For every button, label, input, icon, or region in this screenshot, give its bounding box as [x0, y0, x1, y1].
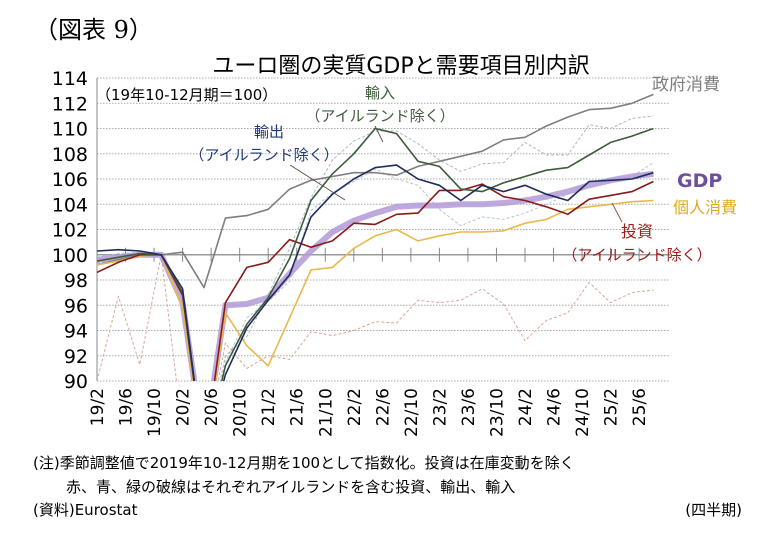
- y-tick-label: 106: [52, 169, 88, 191]
- x-tick-label: 19/10: [145, 388, 165, 437]
- y-tick-label: 114: [52, 68, 88, 90]
- x-tick-label: 24/10: [573, 388, 593, 437]
- series-line-exp: [97, 164, 654, 381]
- x-tick-label: 21/6: [288, 388, 308, 426]
- y-tick-label: 90: [64, 371, 88, 393]
- note-line-1: (注)季節調整値で2019年10-12月期を100として指数化。投資は在庫変動を…: [33, 454, 575, 472]
- annotation-gov-consumption: 政府消費: [652, 75, 720, 95]
- note-line-2: 赤、青、緑の破線はそれぞれアイルランドを含む投資、輸出、輸入: [66, 478, 516, 496]
- y-tick-label: 100: [52, 245, 88, 267]
- x-tick-label: 23/10: [487, 388, 507, 437]
- x-tick-label: 24/6: [545, 388, 565, 426]
- x-tick-label: 22/2: [345, 388, 365, 426]
- annotation-investment-subtitle: （アイルランド除く）: [562, 246, 711, 264]
- y-tick-label: 108: [52, 144, 88, 166]
- annotation-imports-title: 輸入: [365, 84, 395, 102]
- x-tick-label: 22/6: [373, 388, 393, 426]
- annotation-investment-title: 投資: [621, 222, 653, 241]
- x-tick-label: 20/6: [202, 388, 222, 426]
- y-tick-label: 94: [64, 321, 88, 343]
- chart-subtitle: （19年10-12月期＝100）: [96, 86, 277, 104]
- exports-pointer-arrow: [289, 164, 346, 201]
- figure-label: （図表 9）: [34, 16, 153, 44]
- investment-pointer-arrow: [611, 202, 623, 223]
- x-tick-label: 20/10: [231, 388, 251, 437]
- x-tick-label: 20/2: [174, 388, 194, 426]
- series-line-exp_ie: [97, 162, 654, 381]
- x-tick-label: 22/10: [402, 388, 422, 437]
- annotation-gdp: GDP: [677, 170, 722, 192]
- x-axis-ticks: 19/2 19/6 19/10 20/2 20/6 20/10 21/2 21/6 21/10 2…: [88, 247, 650, 437]
- x-tick-label: 23/6: [459, 388, 479, 426]
- series-line-gov: [97, 93, 654, 289]
- annotation-exports-title: 輸出: [254, 123, 284, 141]
- x-tick-label: 25/6: [630, 388, 650, 426]
- y-tick-label: 112: [52, 93, 88, 115]
- series-line-pc: [97, 199, 654, 381]
- y-tick-label: 92: [64, 346, 88, 368]
- y-tick-label: 98: [64, 270, 88, 292]
- x-tick-label: 24/2: [516, 388, 536, 426]
- x-tick-label: 19/2: [88, 388, 108, 426]
- annotation-imports-subtitle: （アイルランド除く）: [305, 107, 454, 125]
- chart-title: ユーロ圏の実質GDPと需要項目別内訳: [212, 54, 590, 79]
- x-tick-label: 19/6: [117, 388, 137, 426]
- x-tick-label: 25/2: [602, 388, 622, 426]
- series-lines: [97, 93, 654, 381]
- series-line-inv_ie: [97, 254, 654, 381]
- y-tick-label: 102: [52, 220, 88, 242]
- y-tick-label: 110: [52, 119, 88, 141]
- x-tick-label: 21/10: [316, 388, 336, 437]
- x-tick-label: 23/2: [430, 388, 450, 426]
- grid: [96, 77, 670, 382]
- x-unit-label: (四半期): [685, 501, 742, 519]
- x-tick-label: 21/2: [259, 388, 279, 426]
- annotation-private-consumption: 個人消費: [673, 198, 737, 217]
- annotation-exports-subtitle: （アイルランド除く）: [189, 146, 338, 164]
- y-tick-label: 96: [64, 295, 88, 317]
- y-axis-ticks: 90 92 94 96 98 100 102 104 106 108 110 112 114: [52, 68, 88, 393]
- y-tick-label: 104: [52, 194, 88, 216]
- source-note: (資料)Eurostat: [33, 501, 138, 519]
- imports-pointer-arrow: [374, 125, 384, 143]
